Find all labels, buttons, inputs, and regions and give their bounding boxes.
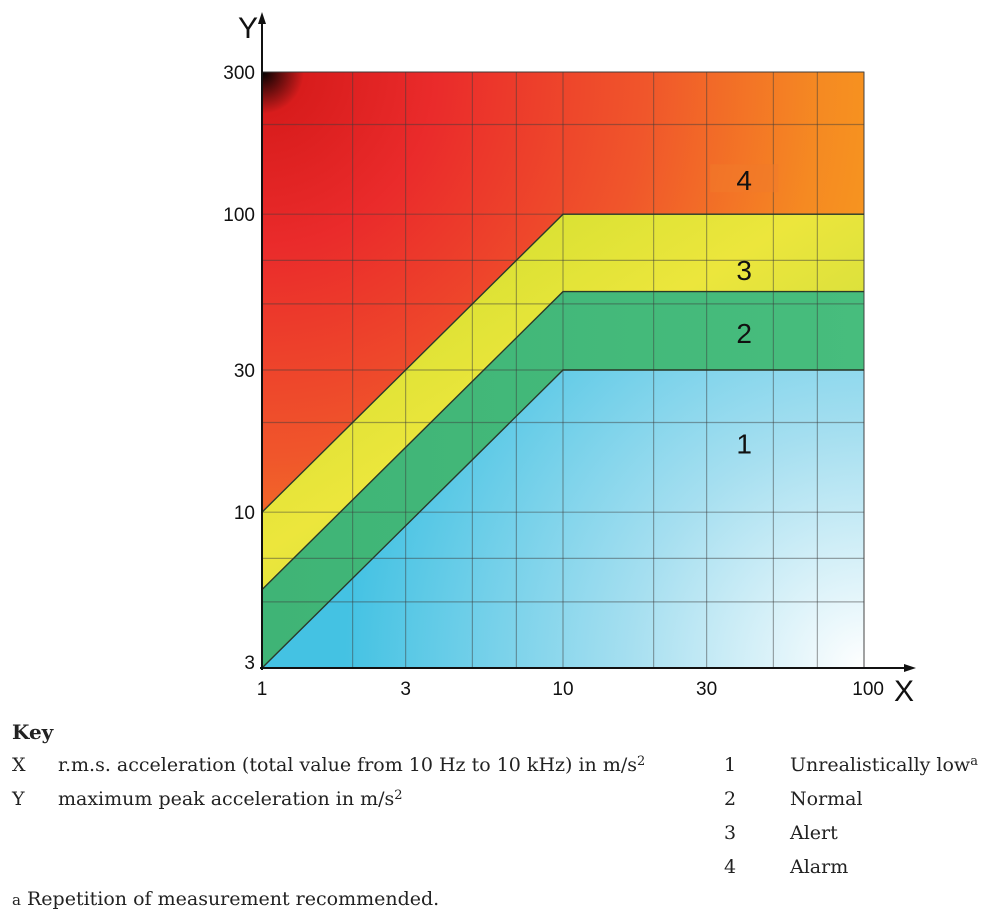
- zone-label-3: 3: [736, 255, 752, 286]
- x-axis-arrow: [904, 664, 916, 672]
- zone-label-4: 4: [736, 165, 752, 196]
- y-tick-label: 10: [234, 503, 255, 524]
- x-tick-label: 3: [400, 679, 411, 700]
- zone-4-label-patch: [710, 164, 779, 193]
- key-symbol-y: Y: [12, 788, 25, 810]
- key-text-y: maximum peak acceleration in m/s2: [58, 788, 403, 810]
- y-axis-label: Y: [238, 12, 258, 45]
- footnote: a Repetition of measurement recommended.: [12, 888, 440, 910]
- zone-3-alert: [262, 214, 864, 590]
- zone-1-unrealistically-low: [262, 370, 864, 668]
- key-symbol-x: X: [12, 754, 26, 776]
- x-tick-label: 10: [552, 679, 573, 700]
- x-tick-label: 30: [696, 679, 717, 700]
- x-tick-label: 100: [852, 679, 884, 700]
- y-tick-label: 30: [234, 361, 255, 382]
- key-title: Key: [12, 720, 54, 744]
- key-section: Key X r.m.s. acceleration (total value f…: [12, 720, 978, 910]
- y-tick-label: 300: [223, 63, 255, 84]
- zone-label-2: 2: [736, 318, 752, 349]
- x-axis-label: X: [894, 675, 914, 708]
- zone-boundary-3: [261, 213, 864, 513]
- zone-boundary-2: [261, 290, 864, 591]
- y-tick-label: 3: [244, 653, 255, 674]
- y-axis-arrow: [258, 12, 266, 24]
- zone-2-normal: [262, 291, 864, 668]
- key-text-x: r.m.s. acceleration (total value from 10…: [58, 754, 646, 776]
- x-tick-label: 1: [257, 679, 268, 700]
- y-tick-label: 100: [223, 205, 255, 226]
- zone-boundary-1: [261, 369, 864, 669]
- zone-label-1: 1: [736, 429, 752, 460]
